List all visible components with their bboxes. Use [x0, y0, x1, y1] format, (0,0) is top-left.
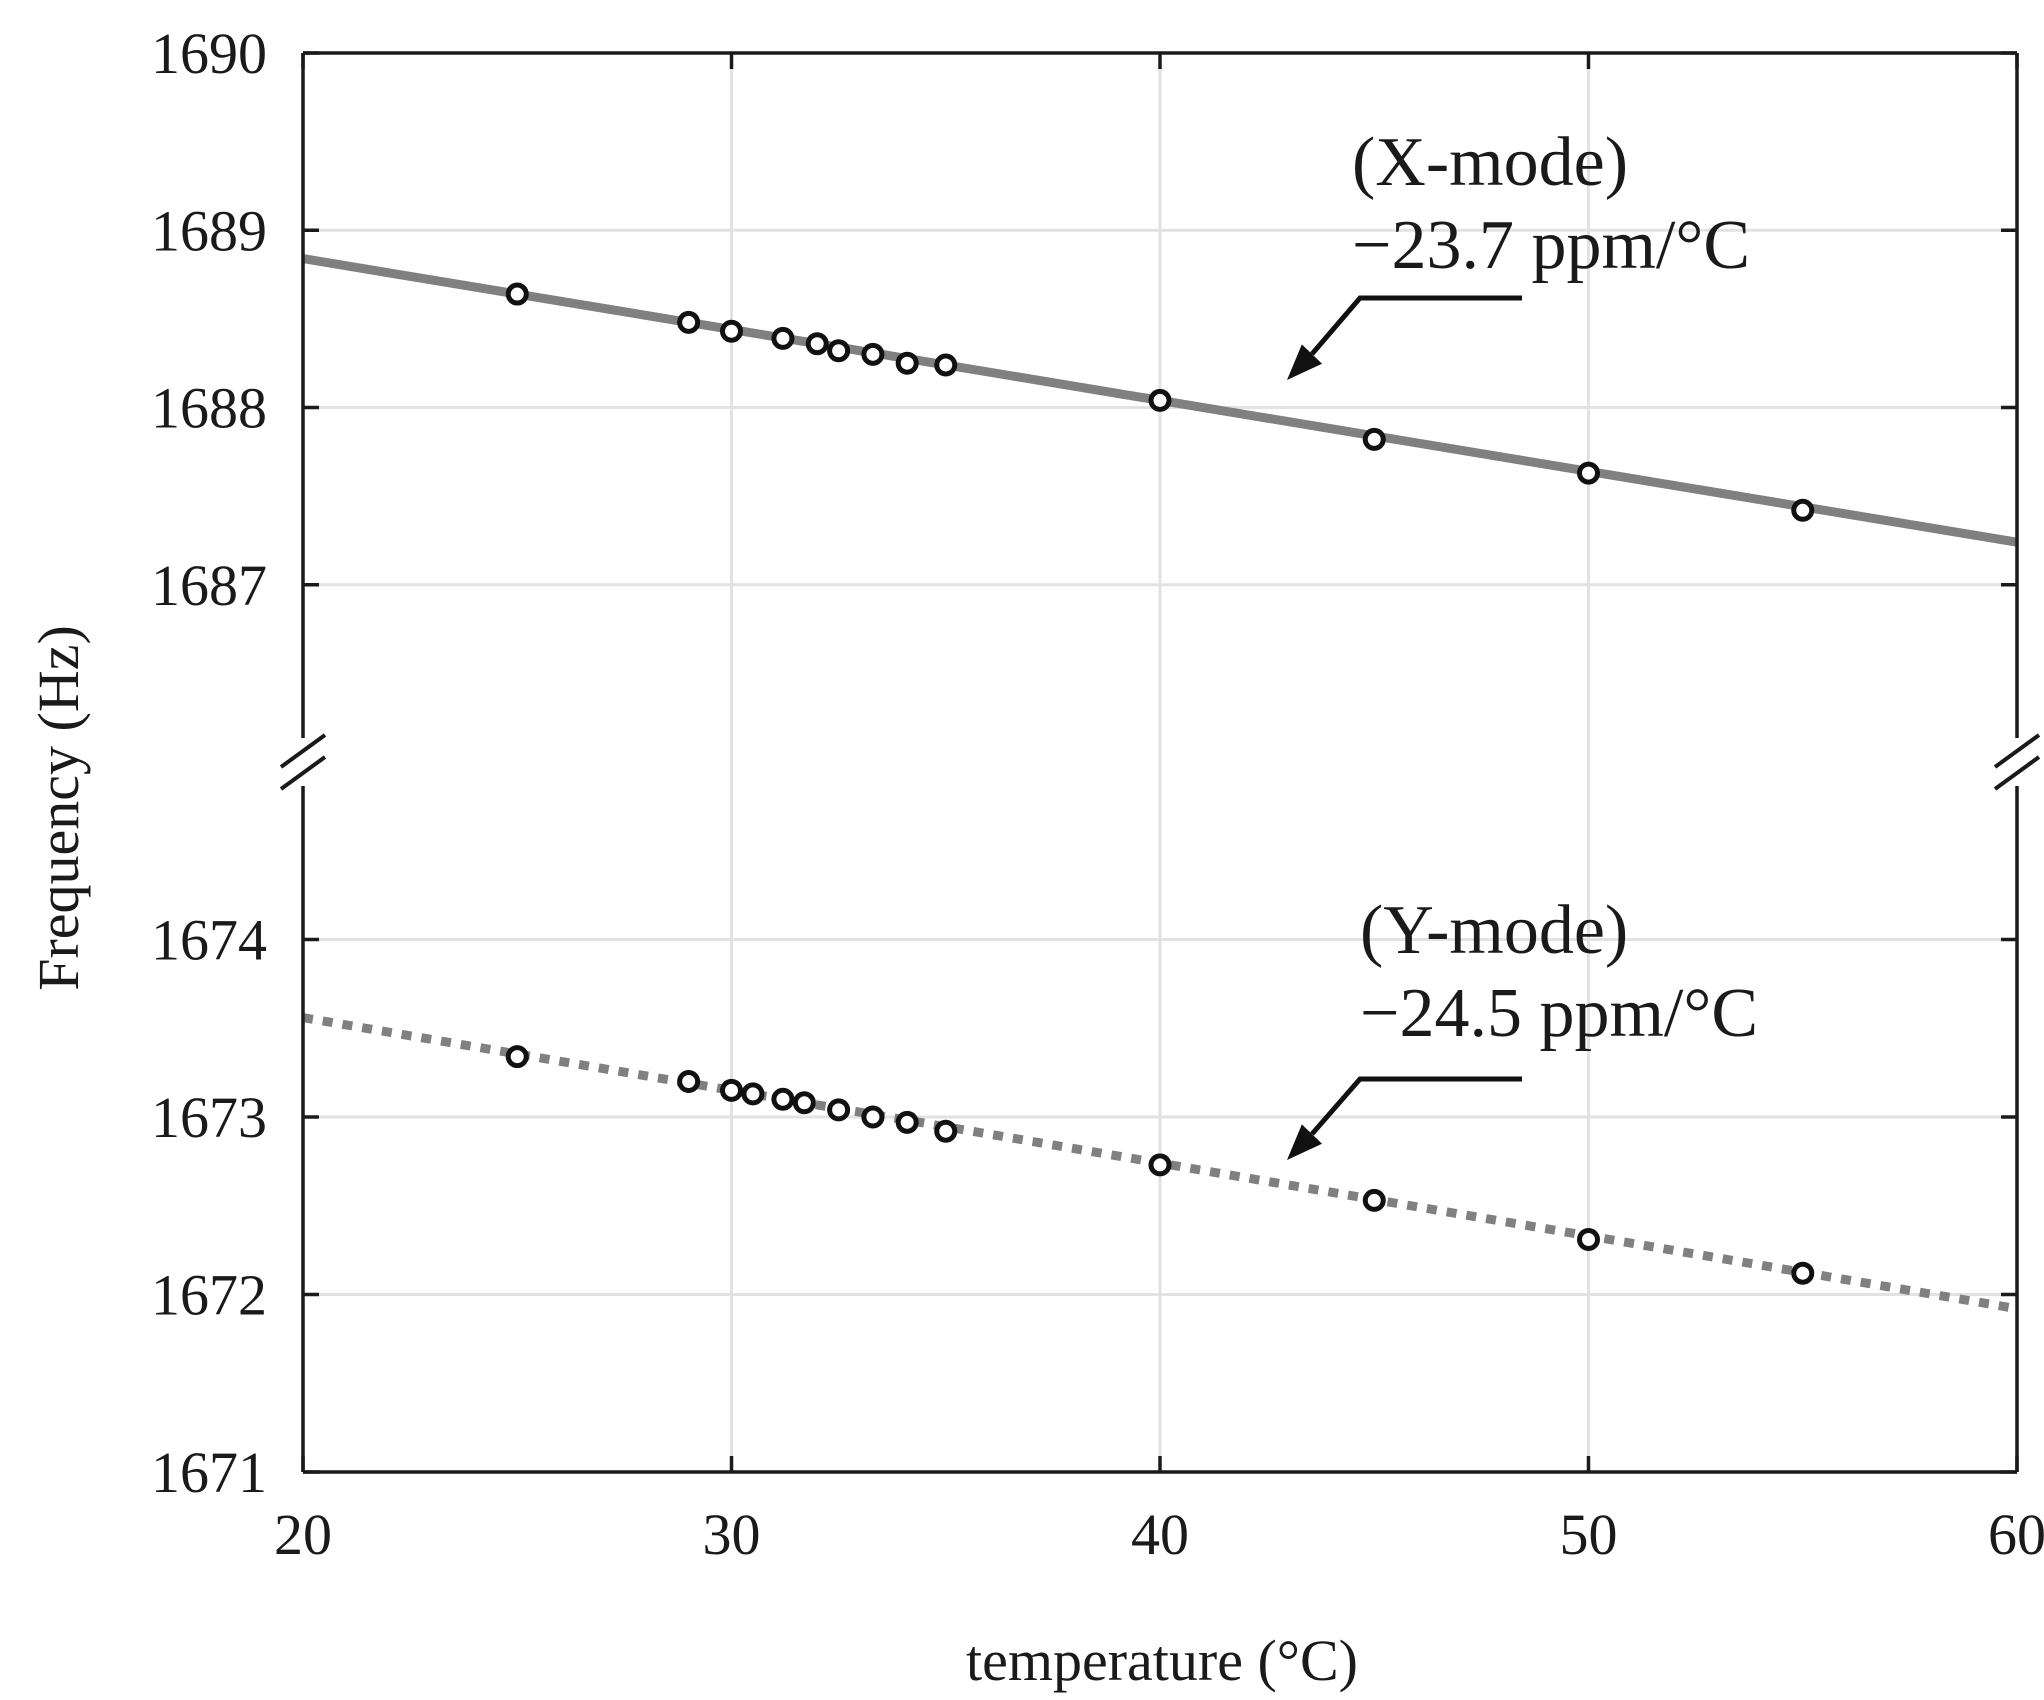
y-mode-point — [792, 1091, 816, 1115]
y-mode-point — [1148, 1153, 1172, 1177]
x-mode-point — [1791, 498, 1815, 522]
y-axis-label: Frequency (Hz) — [26, 625, 91, 991]
y-mode-arrow-leader — [1310, 1076, 1522, 1136]
break-mark — [1993, 755, 2041, 791]
x-mode-point — [861, 342, 885, 366]
x-axis-label: temperature (°C) — [966, 1628, 1358, 1693]
y-mode-point — [934, 1119, 958, 1143]
y-mode-point — [505, 1045, 529, 1069]
grid — [303, 53, 2017, 1472]
x-mode-point — [720, 319, 743, 343]
x-mode-point — [934, 353, 958, 377]
x-mode-label: (X-mode) — [1352, 124, 1628, 201]
axis-break-marks — [279, 733, 2041, 791]
y-tick-label: 1690 — [151, 21, 267, 86]
y-mode-point — [1362, 1188, 1386, 1212]
y-tick-label: 1672 — [151, 1263, 267, 1328]
y-tick-label: 1689 — [151, 198, 267, 263]
x-mode-point — [805, 332, 829, 356]
axis-ticks: 20 30 40 50 60 1671 1672 1673 1674 1687 1688 1689 16… — [151, 21, 2044, 1567]
y-tick-label: 1674 — [151, 908, 267, 973]
y-mode-point — [861, 1105, 885, 1129]
y-mode-point — [1577, 1227, 1600, 1251]
x-mode-slope-label: −23.7 ppm/°C — [1352, 207, 1750, 284]
y-mode-point — [677, 1070, 701, 1093]
y-mode-point — [741, 1082, 765, 1106]
x-tick-label: 60 — [1988, 1502, 2044, 1567]
x-mode-point — [1148, 388, 1172, 412]
x-mode-arrow-leader — [1310, 295, 1522, 356]
x-mode-point — [1577, 461, 1600, 485]
y-mode-point — [720, 1078, 743, 1102]
y-mode-point — [827, 1098, 851, 1122]
y-mode-arrow-arrowhead — [1287, 1124, 1323, 1160]
y-tick-label: 1688 — [151, 376, 267, 441]
x-mode-point — [677, 310, 701, 334]
x-tick-label: 50 — [1560, 1502, 1618, 1567]
x-mode-point — [1362, 427, 1386, 451]
x-tick-label: 20 — [274, 1502, 332, 1567]
data-points — [505, 282, 1815, 1285]
break-mark — [1993, 733, 2041, 769]
x-mode-arrow-arrowhead — [1287, 344, 1323, 380]
y-mode-label: (Y-mode) — [1360, 892, 1628, 969]
y-mode-point — [771, 1087, 795, 1111]
y-tick-label: 1673 — [151, 1085, 267, 1150]
annotations: (X-mode) −23.7 ppm/°C (Y-mode) −24.5 ppm… — [1287, 124, 1758, 1160]
x-mode-point — [771, 326, 795, 350]
y-tick-label: 1671 — [151, 1440, 267, 1505]
x-tick-label: 30 — [703, 1502, 761, 1567]
break-mark — [279, 755, 327, 791]
x-tick-label: 40 — [1131, 1502, 1189, 1567]
x-mode-point — [895, 351, 919, 375]
y-tick-label: 1687 — [151, 553, 267, 618]
y-mode-point — [895, 1110, 919, 1134]
y-mode-point — [1791, 1261, 1815, 1285]
y-mode-slope-label: −24.5 ppm/°C — [1360, 975, 1758, 1052]
x-mode-point — [827, 339, 851, 363]
break-mark — [279, 733, 327, 769]
x-mode-point — [505, 282, 529, 306]
